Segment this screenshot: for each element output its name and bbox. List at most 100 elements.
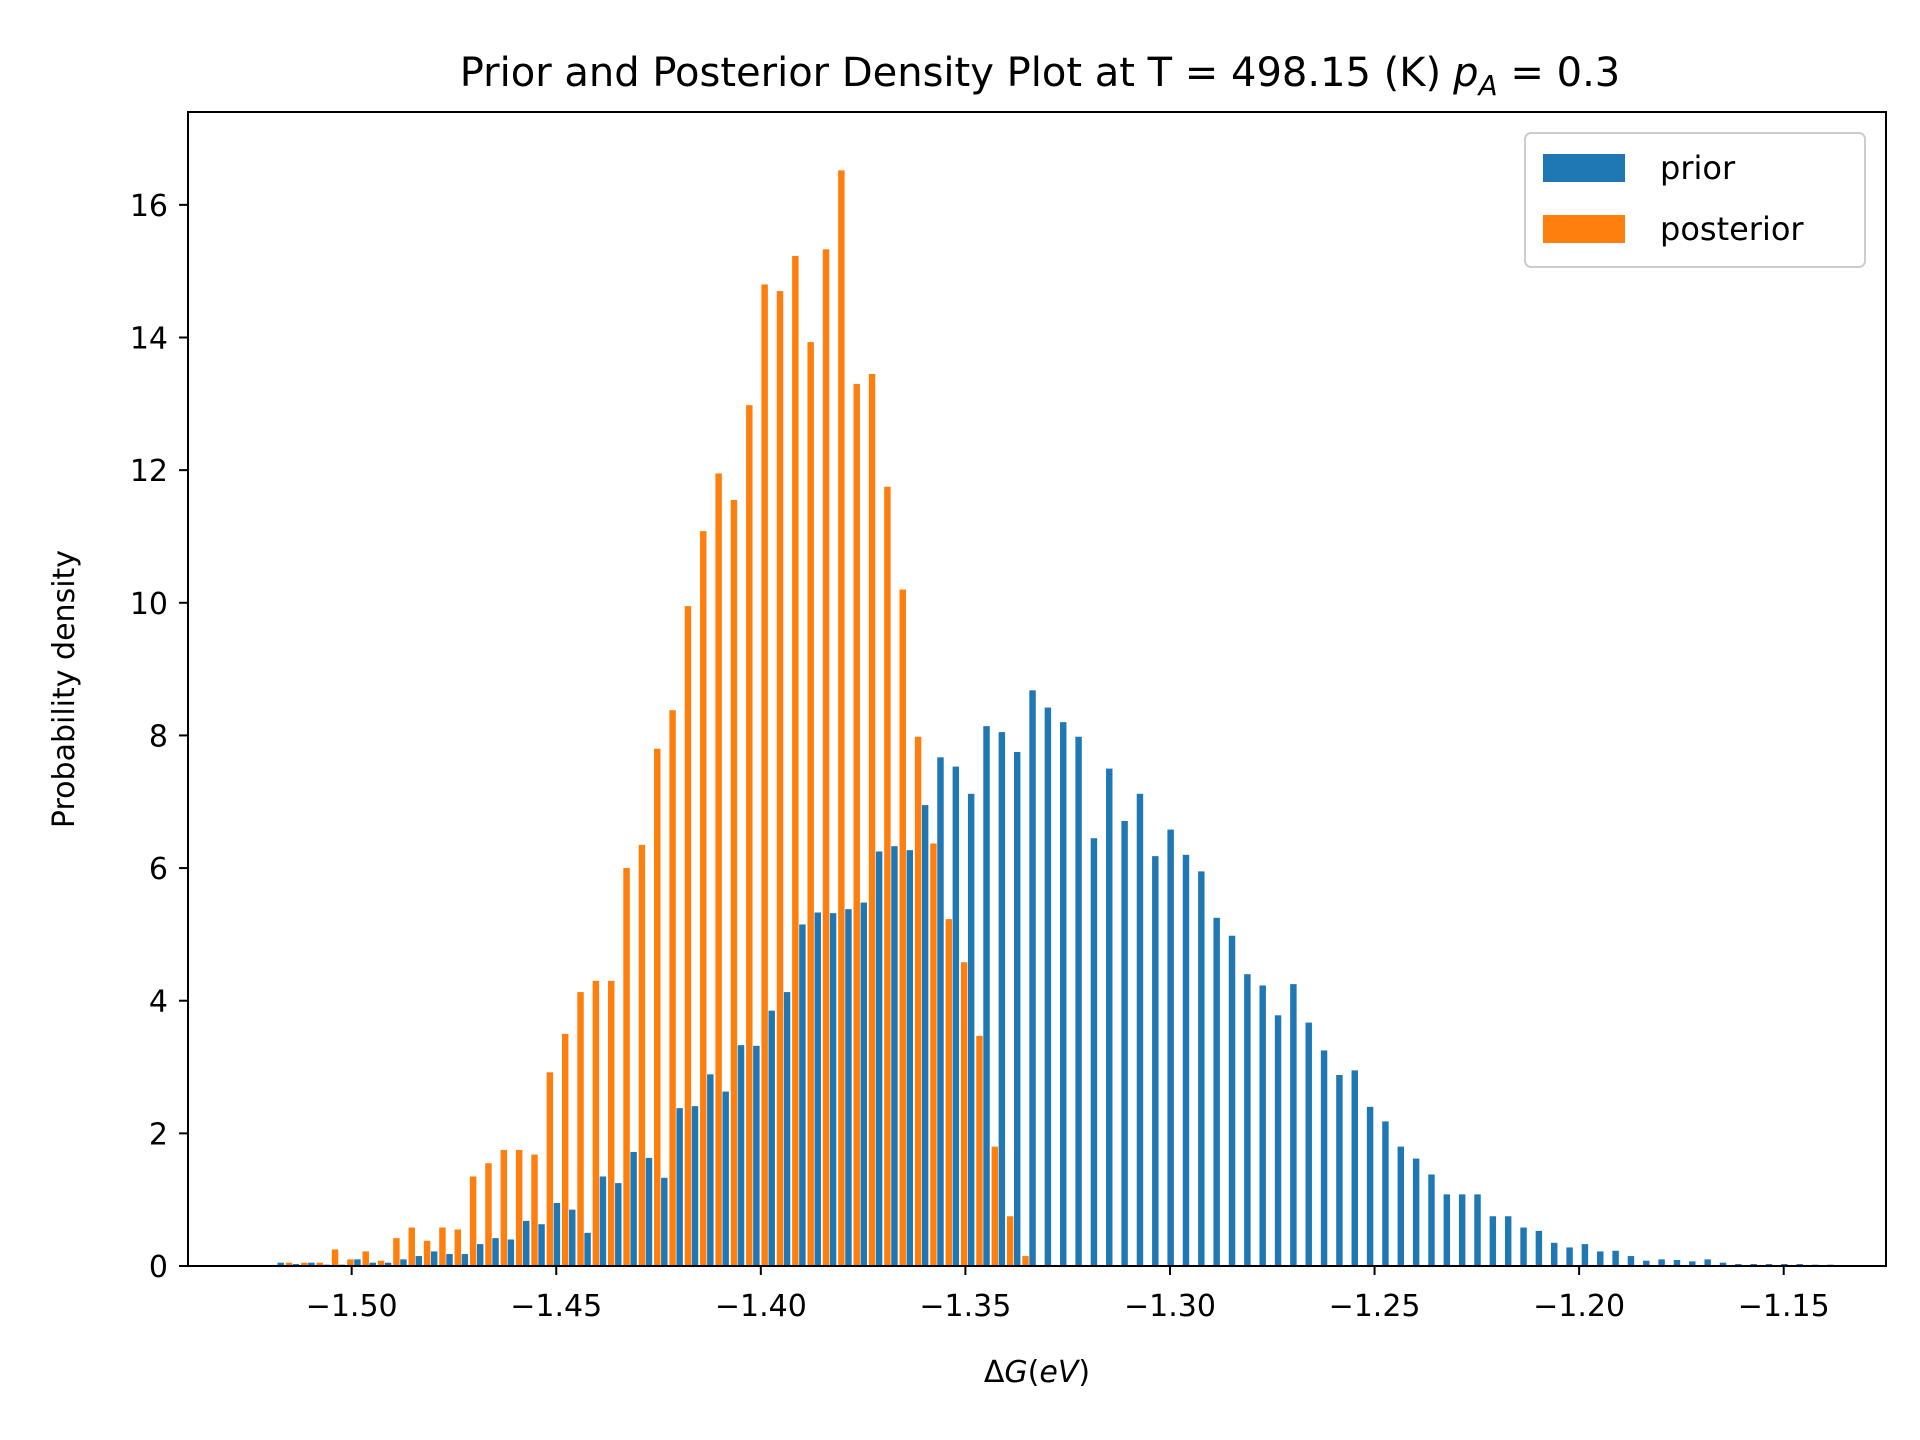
prior-bar <box>1504 1216 1512 1266</box>
prior-bar <box>615 1183 622 1266</box>
x-tick-label: −1.25 <box>1329 1289 1421 1324</box>
prior-bar <box>1566 1247 1573 1266</box>
posterior-bar <box>577 992 584 1266</box>
x-tick-label: −1.20 <box>1533 1289 1625 1324</box>
prior-bars <box>277 690 1834 1266</box>
prior-bar <box>369 1262 376 1266</box>
posterior-bar <box>316 1262 323 1266</box>
posterior-bar <box>654 748 661 1266</box>
posterior-bar <box>301 1262 308 1266</box>
prior-bar <box>661 1177 668 1266</box>
prior-bar <box>645 1157 653 1266</box>
posterior-bar <box>945 919 952 1266</box>
prior-bar <box>476 1244 484 1266</box>
prior-bar <box>1719 1262 1727 1266</box>
plot-area <box>277 170 1834 1267</box>
posterior-bar <box>976 1035 983 1266</box>
title-math-rest: = 0.3 <box>1498 50 1621 96</box>
prior-bar <box>860 902 867 1266</box>
prior-bar <box>921 805 929 1266</box>
posterior-bar <box>377 1260 385 1266</box>
prior-bar <box>1075 736 1082 1266</box>
prior-bar <box>1213 917 1220 1266</box>
posterior-bar <box>485 1163 492 1266</box>
prior-bar <box>952 766 960 1266</box>
prior-bar <box>1090 838 1098 1266</box>
legend-swatch-posterior <box>1543 215 1625 243</box>
prior-bar <box>1412 1158 1420 1266</box>
prior-bar <box>277 1262 284 1266</box>
posterior-bars <box>285 170 1029 1267</box>
posterior-bar <box>761 284 768 1266</box>
prior-bar <box>676 1108 683 1266</box>
prior-bar <box>523 1220 530 1266</box>
posterior-bar <box>914 736 922 1266</box>
prior-bar <box>430 1251 438 1266</box>
prior-bar <box>553 1202 561 1266</box>
prior-bar <box>1167 829 1174 1266</box>
posterior-bar <box>807 342 814 1266</box>
prior-bar <box>1382 1121 1389 1266</box>
prior-bar <box>415 1256 423 1266</box>
prior-bar <box>691 1106 699 1266</box>
prior-bar <box>1627 1256 1635 1266</box>
x-tick-label: −1.50 <box>306 1289 398 1324</box>
prior-bar <box>1535 1230 1543 1266</box>
posterior-bar <box>592 980 600 1266</box>
posterior-bar <box>439 1227 446 1266</box>
prior-bar <box>1443 1194 1451 1266</box>
title-math-var: p <box>1452 50 1478 96</box>
y-tick-label: 16 <box>130 189 168 224</box>
prior-bar <box>967 793 975 1266</box>
prior-bar <box>875 851 883 1266</box>
prior-bar <box>1551 1242 1558 1266</box>
posterior-bar <box>746 405 753 1266</box>
prior-bar <box>1351 1070 1358 1266</box>
posterior-bar <box>531 1154 538 1266</box>
y-tick-label: 10 <box>130 587 168 622</box>
x-tick-label: −1.15 <box>1738 1289 1830 1324</box>
prior-bar <box>308 1262 315 1266</box>
prior-bar <box>1658 1259 1665 1266</box>
posterior-bar <box>347 1259 354 1266</box>
posterior-bar <box>792 255 799 1267</box>
prior-bar <box>492 1238 499 1266</box>
x-tick-label: −1.45 <box>510 1289 602 1324</box>
prior-bar <box>1689 1261 1696 1266</box>
posterior-bar <box>715 473 722 1266</box>
prior-bar <box>814 912 821 1266</box>
posterior-bar <box>838 170 845 1267</box>
prior-bar <box>1182 854 1190 1266</box>
prior-bar <box>1060 722 1067 1266</box>
prior-bar <box>1612 1250 1619 1266</box>
x-tick-label: −1.40 <box>715 1289 807 1324</box>
prior-bar <box>461 1254 469 1266</box>
y-tick-label: 6 <box>149 852 168 887</box>
posterior-bar <box>393 1238 400 1266</box>
axes-frame <box>187 111 1887 1267</box>
prior-bar <box>753 1045 760 1266</box>
posterior-bar <box>700 531 707 1266</box>
prior-bar <box>1152 856 1159 1266</box>
prior-bar <box>569 1209 576 1266</box>
prior-bar <box>1274 1015 1282 1266</box>
prior-bar <box>1106 768 1113 1266</box>
posterior-bar <box>623 868 630 1266</box>
x-tick-label: −1.35 <box>919 1289 1011 1324</box>
posterior-bar <box>868 373 876 1267</box>
prior-bar <box>1397 1146 1405 1266</box>
title-math-sub: A <box>1477 69 1498 102</box>
prior-bar <box>1044 707 1052 1266</box>
y-tick-label: 14 <box>130 321 168 356</box>
prior-bar <box>737 1045 745 1266</box>
y-tick-label: 8 <box>149 719 168 754</box>
prior-bar <box>707 1074 714 1266</box>
posterior-bar <box>454 1229 462 1266</box>
prior-bar <box>1121 820 1128 1266</box>
prior-bar <box>446 1254 453 1266</box>
posterior-bar <box>1022 1256 1029 1266</box>
prior-bar <box>584 1232 591 1266</box>
prior-bar <box>1136 793 1144 1266</box>
prior-bar <box>354 1259 361 1266</box>
prior-bar <box>1244 974 1251 1266</box>
